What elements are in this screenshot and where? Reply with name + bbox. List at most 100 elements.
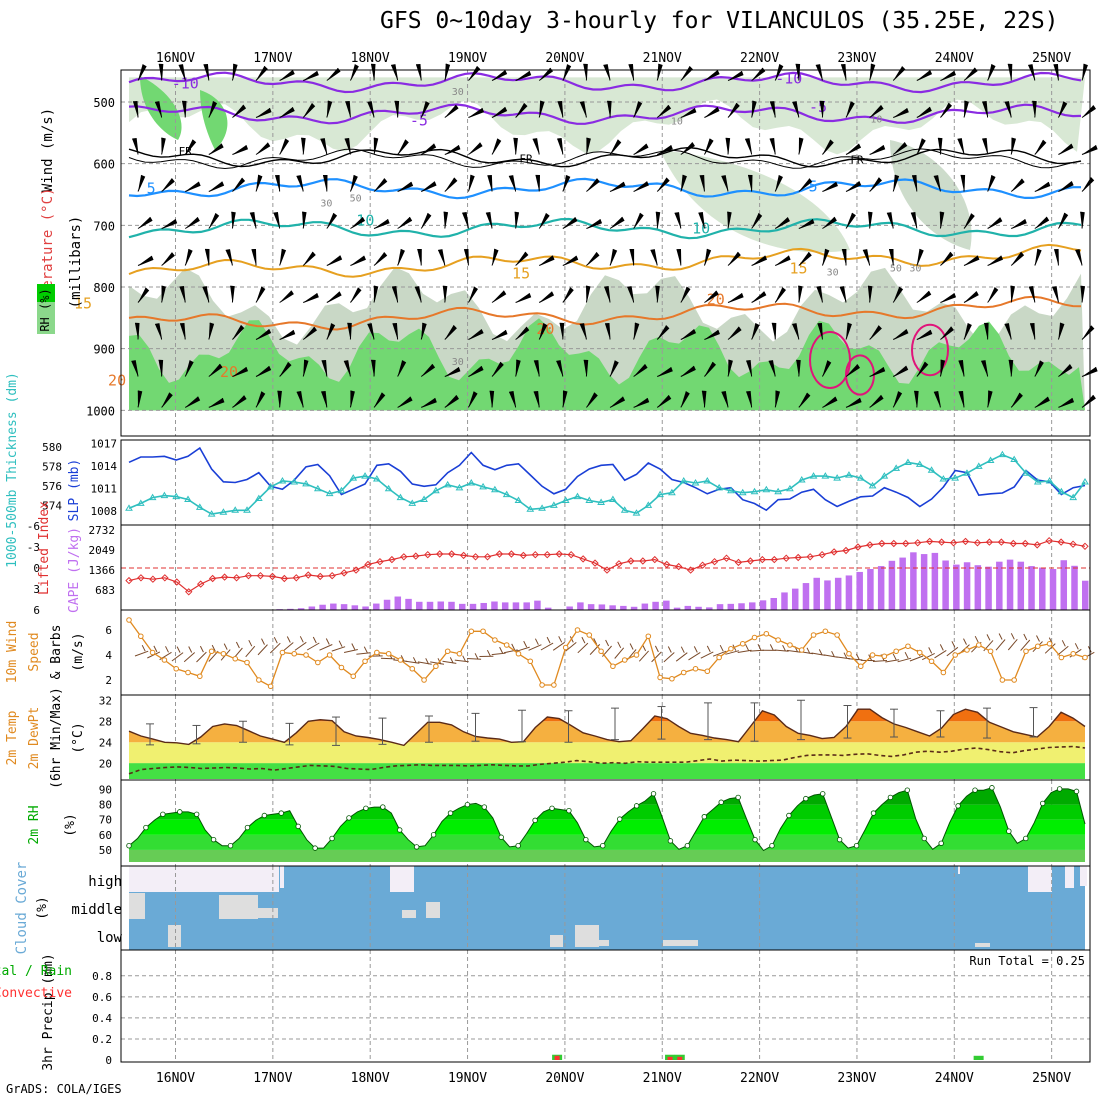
cape-bar [910,552,917,610]
wind-barb [231,211,236,229]
wind-barb [178,64,186,81]
wind-barb [769,138,776,155]
wind-speed-marker [232,655,239,662]
isotherm-line [128,177,1081,200]
surface-barbs [134,633,1095,665]
rh-marker [532,817,538,824]
wind-barb [538,213,550,229]
wind-barb [204,248,210,266]
surface-barb [836,652,851,660]
li-marker [651,555,659,564]
surface-barb [467,653,482,660]
rh-marker [786,812,792,819]
cape-tick-label: 2049 [89,544,116,557]
thickness-marker [467,478,476,486]
date-label-top: 16NOV [156,51,195,66]
date-label-top: 18NOV [351,51,390,66]
date-label-bottom: 18NOV [351,1071,390,1086]
cape-bar [834,577,842,610]
wind-barb [657,145,673,155]
wind-speed-marker [633,652,640,658]
thickness-axis-label: 1000-500mb Thickness (dm) [5,372,20,568]
thickness-marker [160,491,169,499]
wind-barb [539,255,555,266]
wind-barb [892,365,909,377]
rh-marker [1006,828,1012,834]
cape-bar [856,571,863,610]
wind-barb [869,177,883,192]
isotherm-label: -10 [172,74,199,92]
li-tick-label: 0 [33,562,40,575]
wind-barb [367,323,375,340]
wind-barb [822,139,834,155]
wind-barb [137,174,146,192]
cape-bar [641,603,649,610]
rh-band [129,819,1085,835]
li-marker [890,539,898,548]
wind-speed-marker [492,637,498,643]
wind-barb [963,291,979,303]
wind-barb [463,248,469,266]
li-marker [794,553,802,562]
wind-barb [158,359,164,377]
wind-barb [562,287,574,303]
cape-bar [1028,566,1035,610]
li-marker [734,558,743,567]
wind-speed-marker [574,627,581,633]
cape-bar [942,560,949,610]
cape-bar [491,601,498,610]
credit-text: GrADS: COLA/IGES [6,1082,122,1096]
wind-barb [845,397,862,408]
wind-speed-marker [834,632,840,638]
thickness-marker [986,456,995,464]
isotherm-label: 20 [108,372,126,390]
rh-marker [836,836,843,843]
wind-barb [255,286,266,303]
rh-marker [447,810,454,816]
thickness-marker [538,504,546,511]
wind-barb [1054,248,1059,266]
wind-barb [774,287,787,303]
wind-barb [1028,64,1036,81]
cape-bar [1039,567,1046,610]
wind-barb [279,329,296,340]
rh-patch [140,76,182,140]
wind-speed-marker [751,634,758,641]
wind-barb [771,322,777,340]
wind-barb [751,291,767,303]
li-marker [663,560,671,569]
temp-tick-label: 28 [99,715,112,728]
rh-marker [633,803,640,809]
thickness-tick-label: 580 [42,441,62,454]
li-marker [507,550,516,558]
wind-barb [816,286,823,303]
cloud-axis-label: Cloud Cover [14,862,30,955]
wind-barb [208,143,224,155]
wind-barb [822,396,838,408]
li-marker [686,566,695,574]
surface-barb [245,639,256,658]
wind-barb [933,175,941,192]
wind-barb [184,248,193,266]
rh-tick-label: 60 [99,829,112,842]
wind-barb [533,360,540,377]
isotherm-label: -5 [809,98,827,116]
rh-marker [278,810,284,816]
wind-speed-marker [669,675,675,682]
wind10m-axis-label: & Barbs [49,625,64,680]
li-marker [1021,539,1029,548]
wind-barb [302,359,309,377]
surface-barb [405,657,420,664]
cape-bar [1049,569,1057,610]
wind-barb [277,390,282,408]
isotherms [128,71,1082,396]
isotherm-label: -5 [410,112,428,130]
rh-marker [701,814,707,820]
wind-barb [960,174,966,192]
surface-barb [737,644,752,653]
wind-barb [1032,100,1037,118]
wind-barb [984,322,989,340]
li-marker [447,550,456,558]
date-label-top: 21NOV [643,51,682,66]
rh-marker [244,824,251,831]
